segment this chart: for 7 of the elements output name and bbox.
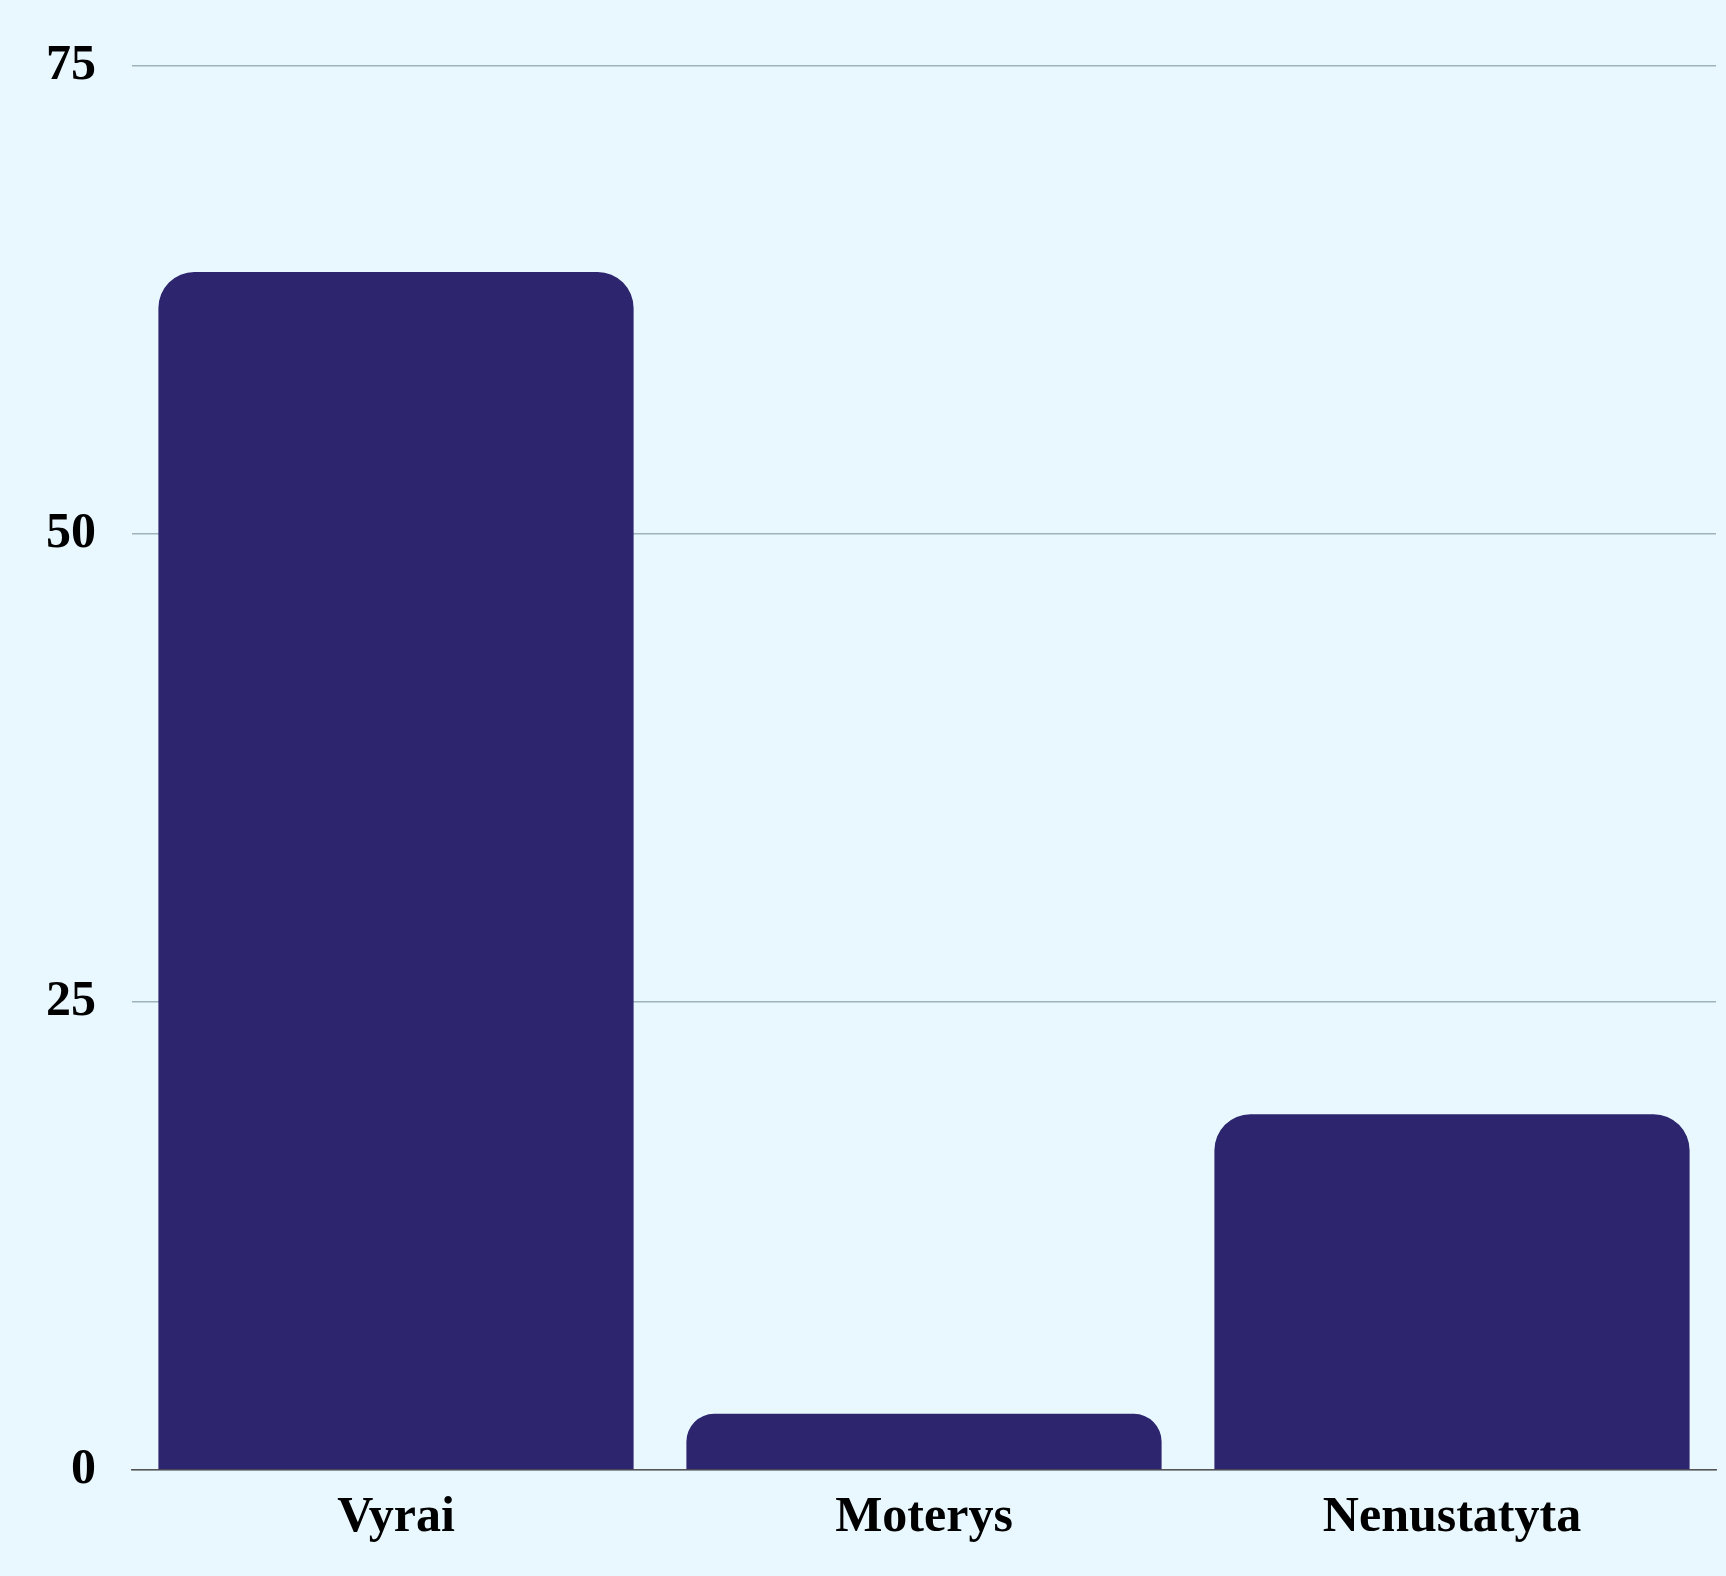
x-tick-label: Moterys: [835, 1485, 1013, 1542]
y-tick-label: 50: [46, 501, 96, 558]
y-tick-label: 25: [46, 969, 96, 1026]
y-tick-label: 75: [46, 33, 96, 90]
y-tick-label: 0: [71, 1437, 96, 1494]
x-tick-label: Nenustatyta: [1322, 1485, 1582, 1542]
x-tick-label: Vyrai: [337, 1485, 455, 1542]
